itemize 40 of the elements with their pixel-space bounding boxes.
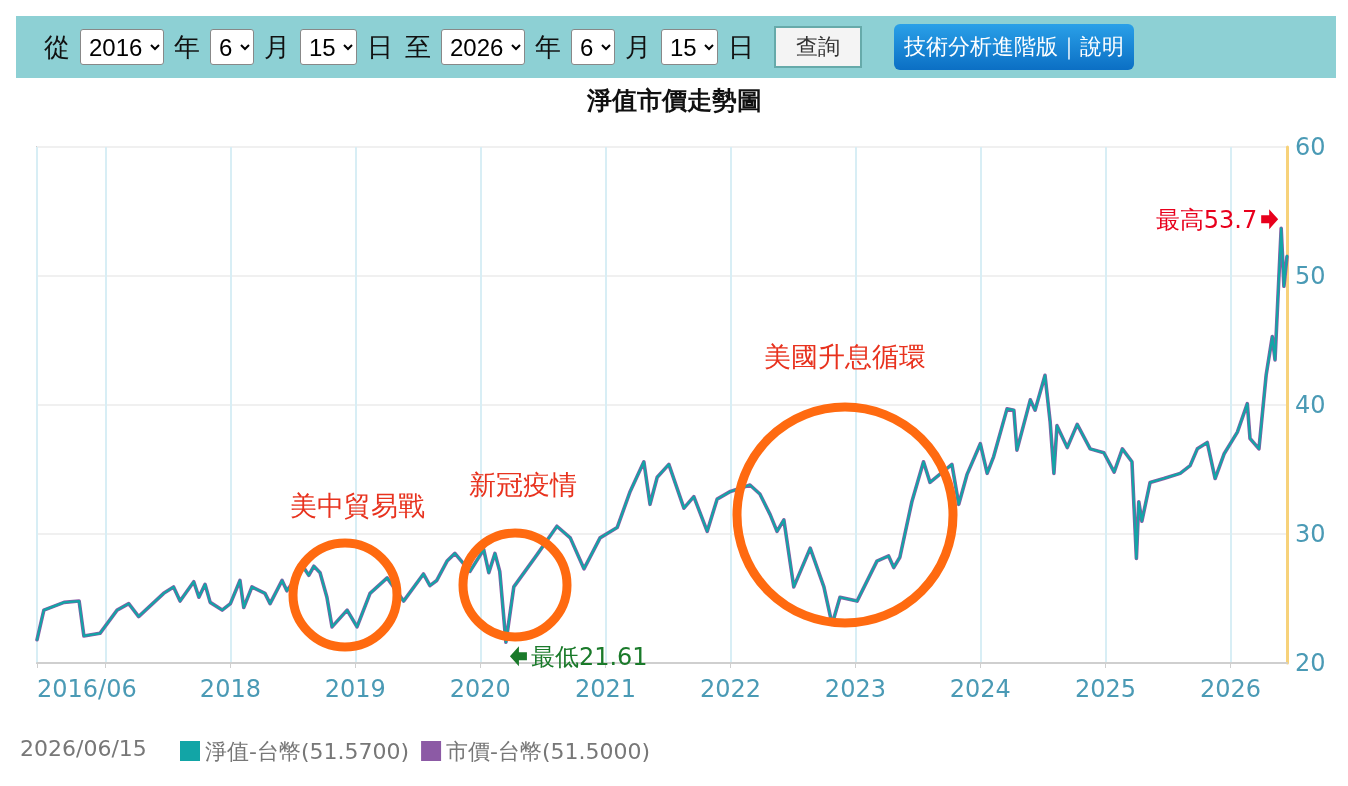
x-tick-label: 2023 [824, 675, 886, 703]
legend-label: 淨值-台幣(51.5700) [205, 738, 410, 764]
x-tick-label: 2018 [199, 675, 261, 703]
annotation: 最高53.7 [1155, 206, 1258, 235]
text: 15 [300, 29, 357, 65]
y-tick-label: 40 [1295, 391, 1326, 419]
text: 技術分析進階版｜說明 [894, 24, 1134, 70]
x-tick-label: 2020 [449, 675, 511, 703]
y-tick-label: 30 [1295, 520, 1326, 548]
y-tick-label: 50 [1295, 262, 1326, 290]
text: 2016 [80, 29, 164, 65]
x-tick-label: 2021 [574, 675, 637, 703]
text: 查詢 [774, 26, 862, 68]
text: 從 [44, 30, 70, 64]
text: 日 [728, 30, 754, 64]
text: 月 [264, 30, 290, 64]
x-tick-label: 2016/06 [37, 675, 137, 703]
chart-title: 淨值市價走勢圖 [585, 85, 763, 117]
x-tick-label: 2025 [1075, 675, 1137, 703]
legend-title: 2026/06/15 [20, 735, 147, 761]
text: 至 [405, 30, 431, 64]
legend-label: 市價-台幣(51.5000) [446, 738, 651, 764]
text: 年 [535, 30, 561, 64]
x-tick-label: 2022 [699, 675, 761, 703]
x-tick-label: 2024 [949, 675, 1011, 703]
y-tick-label: 60 [1295, 133, 1326, 161]
annotation: 美國升息循環 [764, 341, 926, 372]
text: 15 [661, 29, 718, 65]
annotation: 新冠疫情 [469, 469, 577, 500]
text: 6 [210, 29, 254, 65]
text: 日 [367, 30, 393, 64]
annotation: 最低21.61 [530, 643, 648, 672]
text: 6 [571, 29, 615, 65]
annotation: 美中貿易戰 [289, 490, 425, 521]
text: 月 [625, 30, 651, 64]
text: 年 [174, 30, 200, 64]
x-tick-label: 2026 [1199, 675, 1262, 703]
x-tick-label: 2019 [324, 675, 386, 703]
text: 2026 [441, 29, 525, 65]
y-tick-label: 20 [1295, 649, 1326, 677]
